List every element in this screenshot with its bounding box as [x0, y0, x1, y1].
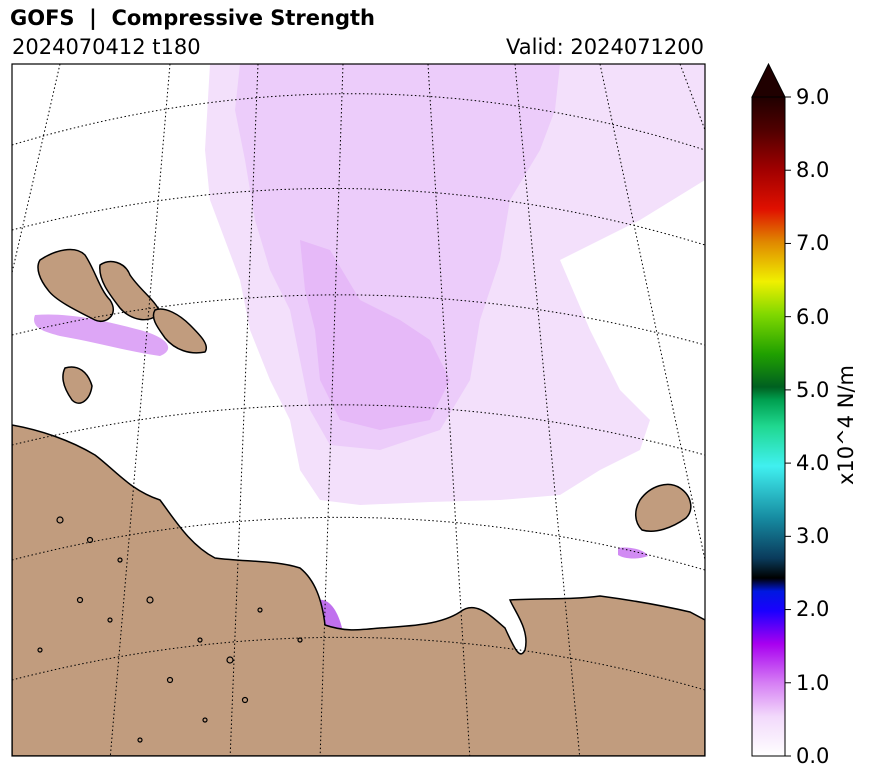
colorbar — [751, 62, 791, 757]
colorbar-tick-label: 6.0 — [796, 305, 830, 329]
colorbar-unit-label: x10^4 N/m — [834, 364, 858, 486]
graticule — [12, 64, 705, 756]
map-title: GOFS | Compressive Strength — [10, 6, 375, 30]
ice-strong-region — [300, 240, 450, 430]
colorbar-tick-label: 2.0 — [796, 597, 830, 621]
ice-spot-east — [618, 547, 648, 559]
colorbar-tick-label: 8.0 — [796, 158, 830, 182]
colorbar-tick-label: 5.0 — [796, 378, 830, 402]
valid-time-label: Valid: 2024071200 — [506, 35, 704, 59]
colorbar-tick-label: 1.0 — [796, 671, 830, 695]
colorbar-extend-max-arrow — [751, 62, 786, 98]
land-masses — [12, 248, 705, 756]
colorbar-tick-label: 4.0 — [796, 451, 830, 475]
ice-mid-region — [235, 64, 560, 450]
ice-strip-west — [34, 314, 169, 356]
map-frame — [11, 63, 706, 757]
island-north-1 — [37, 248, 115, 322]
colorbar-tick-label: 7.0 — [796, 231, 830, 255]
init-time-label: 2024070412 t180 — [12, 35, 201, 59]
mainland — [12, 424, 705, 756]
colorbar-tick-label: 0.0 — [796, 744, 830, 768]
ice-strength-field — [34, 64, 705, 631]
island-west-small — [62, 366, 93, 404]
island-north-3 — [152, 308, 207, 354]
island-east — [635, 483, 692, 532]
colorbar-gradient — [751, 96, 786, 757]
colorbar-tick-label: 9.0 — [796, 85, 830, 109]
inland-lakes — [37, 516, 303, 743]
colorbar-tick-label: 3.0 — [796, 524, 830, 548]
